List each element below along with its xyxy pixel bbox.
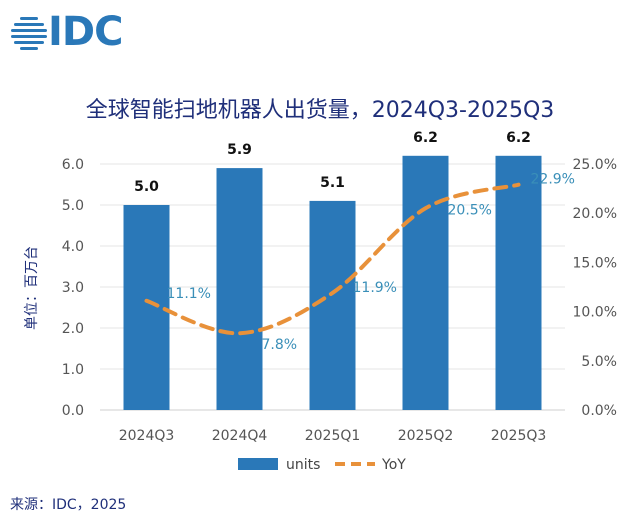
source-note: 来源：IDC，2025 [10, 497, 127, 513]
yoy-value-label: 20.5% [448, 202, 492, 218]
bar-value-label: 5.1 [320, 175, 345, 191]
x-tick-label: 2025Q1 [305, 428, 361, 444]
idc-logo [11, 17, 47, 50]
y2-tick-label: 5.0% [581, 354, 617, 370]
legend: units YoY [238, 457, 406, 473]
y-tick-label: 6.0 [62, 157, 84, 173]
bar-value-label: 5.0 [134, 179, 159, 195]
yoy-value-label: 11.1% [167, 286, 211, 302]
y2-tick-label: 0.0% [581, 403, 617, 419]
yoy-value-label: 7.8% [262, 337, 298, 353]
y-axis-label: 单位：百万台 [24, 246, 40, 330]
x-tick-label: 2024Q3 [119, 428, 175, 444]
bar [123, 205, 170, 410]
bar-value-label: 6.2 [413, 130, 438, 146]
bar-value-label: 6.2 [506, 130, 531, 146]
legend-units-label: units [286, 457, 320, 473]
bar-value-label: 5.9 [227, 142, 252, 158]
y-tick-label: 4.0 [62, 239, 84, 255]
bar [495, 155, 542, 410]
y-tick-label: 0.0 [62, 403, 84, 419]
legend-yoy-label: YoY [381, 457, 406, 473]
bar [309, 200, 356, 410]
yoy-value-label: 22.9% [531, 172, 575, 188]
bar [216, 168, 263, 410]
y2-tick-label: 10.0% [573, 305, 617, 321]
y2-tick-label: 25.0% [573, 157, 617, 173]
x-tick-label: 2025Q2 [398, 428, 454, 444]
y-tick-label: 2.0 [62, 321, 84, 337]
idc-globe-icon [11, 17, 47, 50]
y2-tick-label: 20.0% [573, 206, 617, 222]
y2-tick-label: 15.0% [573, 255, 617, 271]
chart-title: 全球智能扫地机器人出货量，2024Q3-2025Q3 [85, 98, 555, 123]
x-tick-label: 2024Q4 [212, 428, 268, 444]
yoy-line [144, 182, 521, 336]
y-tick-label: 3.0 [62, 280, 84, 296]
x-tick-label: 2025Q3 [491, 428, 547, 444]
bar [402, 155, 449, 410]
y-tick-label: 1.0 [62, 362, 84, 378]
logo-text: IDC [48, 9, 123, 55]
legend-units-swatch [238, 458, 278, 470]
y-tick-label: 5.0 [62, 198, 84, 214]
yoy-value-label: 11.9% [353, 280, 397, 296]
